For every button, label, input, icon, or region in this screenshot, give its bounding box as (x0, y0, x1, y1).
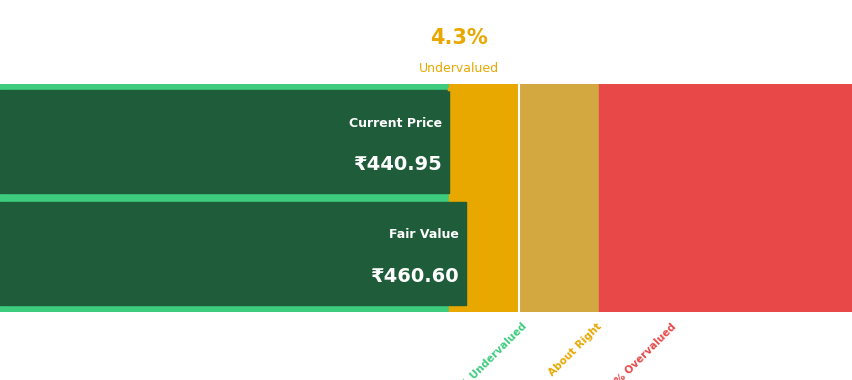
Text: 4.3%: 4.3% (429, 28, 487, 48)
Bar (448, 84, 519, 312)
Bar (0, 90, 448, 193)
Bar (598, 84, 852, 312)
Bar (519, 84, 598, 312)
Bar (0, 84, 448, 312)
Text: Fair Value: Fair Value (389, 228, 458, 242)
Bar (0, 202, 465, 305)
Text: Current Price: Current Price (348, 117, 441, 130)
Text: ₹440.95: ₹440.95 (353, 155, 441, 174)
Text: 20% Overvalued: 20% Overvalued (602, 321, 677, 380)
Text: Undervalued: Undervalued (418, 62, 498, 75)
Text: ₹460.60: ₹460.60 (370, 266, 458, 285)
Text: 20% Undervalued: 20% Undervalued (448, 321, 528, 380)
Text: About Right: About Right (547, 321, 603, 378)
